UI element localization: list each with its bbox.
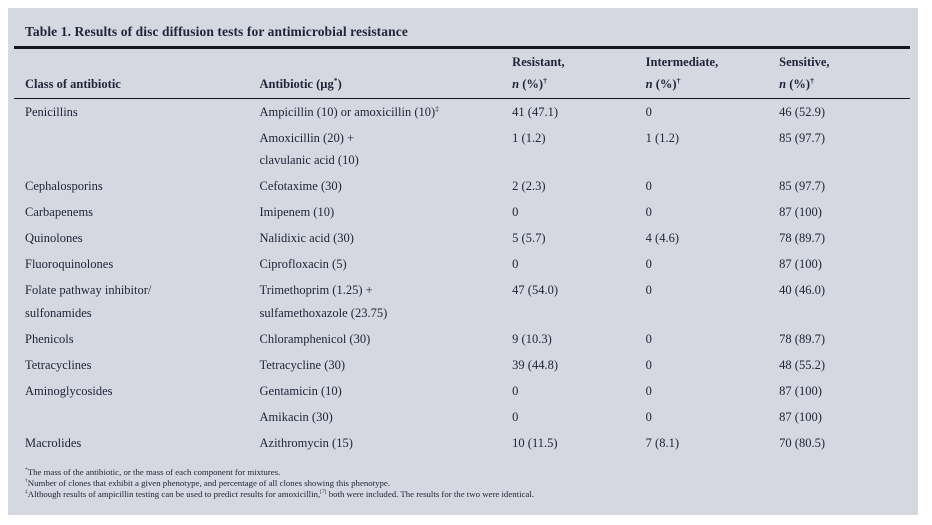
table-cell: Quinolones [25, 231, 83, 245]
table-cell: Ampicillin (10) or amoxicillin (10)‡ [259, 103, 440, 119]
table-cell: Azithromycin (15) [259, 435, 353, 450]
table-row: Tetracyclines Tetracycline (30) 39 (44.8) 0… [14, 352, 910, 378]
table-cell: 9 (10.3) [512, 331, 552, 346]
table-row: Phenicols Chloramphenicol (30) 9 (10.3) 0 78… [14, 326, 910, 352]
table-cell: 39 (44.8) [512, 357, 558, 372]
table-cell: Chloramphenicol (30) [259, 331, 371, 346]
table-row: Folate pathway inhibitor/sulfonamides Tri… [14, 278, 910, 327]
table-row: Aminoglycosides Gentamicin (10) 0 0 87 (100) [14, 378, 910, 404]
table-wrap: Class of antibiotic Antibiotic (µg*) Resis… [8, 49, 918, 456]
footnote: †Number of clones that exhibit a given p… [25, 478, 391, 488]
table-cell: 4 (4.6) [645, 231, 679, 245]
table-cell: 0 [645, 383, 652, 398]
results-table: Class of antibiotic Antibiotic (µg*) Resis… [14, 49, 910, 456]
title-rule [8, 46, 918, 49]
table-cell: 0 [645, 179, 652, 193]
table-cell: 78 (89.7) [779, 331, 825, 346]
table-cell: Trimethoprim (1.25) + sulfamethoxazole (2… [259, 283, 388, 320]
table-cell: Carbapenems [25, 205, 94, 219]
table-cell: 47 (54.0) [512, 283, 558, 297]
table-cell: 87 (100) [779, 205, 822, 219]
table-cell: Folate pathway inhibitor/sulfonamides [25, 283, 152, 320]
table-cell [14, 404, 260, 430]
table-cell: 40 (46.0) [779, 283, 825, 297]
table-cell: Penicillins [25, 104, 78, 119]
table-cell: Imipenem (10) [259, 205, 335, 219]
table-cell: Tetracyclines [25, 357, 92, 372]
table-cell: 70 (80.5) [779, 435, 825, 450]
table-cell: 0 [645, 331, 652, 346]
table-cell: 41 (47.1) [512, 104, 558, 119]
table-row: Cephalosporins Cefotaxime (30) 2 (2.3) 0 85 … [14, 174, 910, 200]
table-cell: Nalidixic acid (30) [259, 231, 354, 245]
table-cell: 0 [512, 383, 519, 398]
column-header: Antibiotic (µg*) [259, 49, 513, 99]
table-cell: 0 [645, 257, 652, 271]
table-cell: 0 [512, 409, 519, 424]
footnotes: *The mass of the antibiotic, or the mass… [8, 456, 918, 500]
table-cell: Ciprofloxacin (5) [259, 257, 347, 271]
table-cell: 85 (97.7) [779, 179, 825, 193]
table-row: Penicillins Ampicillin (10) or amoxicilli… [14, 99, 910, 126]
table-row: Quinolones Nalidixic acid (30) 5 (5.7) 4 (4… [14, 226, 910, 252]
table-cell: 1 (1.2) [645, 130, 679, 145]
table-cell: 46 (52.9) [779, 104, 825, 119]
table-cell: 48 (55.2) [779, 357, 825, 372]
table-row: Amoxicillin (20) + clavulanic acid (10) 1 … [14, 125, 910, 174]
table-row: Fluoroquinolones Ciprofloxacin (5) 0 0 87 (1… [14, 252, 910, 278]
table-cell [14, 125, 260, 174]
table-cell: Phenicols [25, 331, 74, 346]
column-header: Sensitive, n (%)† [779, 49, 910, 99]
table-cell: 87 (100) [779, 257, 822, 271]
table-cell: 1 (1.2) [512, 130, 546, 145]
header-row: Class of antibiotic Antibiotic (µg*) Resis… [14, 49, 910, 99]
column-header: Intermediate, n (%)† [645, 49, 780, 99]
table-cell: Amikacin (30) [259, 409, 333, 424]
table-cell: 0 [645, 205, 652, 219]
table-cell: 85 (97.7) [779, 130, 825, 145]
table-cell: 0 [645, 357, 652, 372]
table-cell: Fluoroquinolones [25, 257, 114, 271]
table-cell: 10 (11.5) [512, 435, 558, 450]
table-cell: 78 (89.7) [779, 231, 825, 245]
table-cell: Aminoglycosides [25, 383, 113, 398]
table-cell: 5 (5.7) [512, 231, 546, 245]
table-cell: Cefotaxime (30) [259, 179, 342, 193]
table-row: Amikacin (30) 0 0 87 (100) [14, 404, 910, 430]
table-cell: Amoxicillin (20) + clavulanic acid (10) [259, 130, 359, 168]
table-cell: 87 (100) [779, 409, 822, 424]
table-cell: 0 [645, 104, 652, 119]
table-cell: Tetracycline (30) [259, 357, 346, 372]
column-header: Resistant, n (%)† [512, 49, 646, 99]
footnote: *The mass of the antibiotic, or the mass… [25, 467, 281, 477]
table-panel: Table 1. Results of disc diffusion tests… [8, 8, 918, 515]
table-cell: 7 (8.1) [645, 435, 679, 450]
table-cell: Cephalosporins [25, 179, 103, 193]
table-cell: 0 [645, 409, 652, 424]
table-cell: 2 (2.3) [512, 179, 546, 193]
table-cell: 0 [645, 283, 652, 297]
table-cell: 87 (100) [779, 383, 822, 398]
table-cell: Gentamicin (10) [259, 383, 342, 398]
column-header: Class of antibiotic [14, 49, 260, 99]
table-cell: 0 [512, 257, 519, 271]
table-title: Table 1. Results of disc diffusion tests… [25, 24, 408, 39]
table-row: Carbapenems Imipenem (10) 0 0 87 (100) [14, 200, 910, 226]
table-cell: Macrolides [25, 435, 82, 450]
table-row: Macrolides Azithromycin (15) 10 (11.5) 7 (8… [14, 430, 910, 456]
table-cell: 0 [512, 205, 519, 219]
footnote: ‡Although results of ampicillin testing … [25, 489, 534, 499]
